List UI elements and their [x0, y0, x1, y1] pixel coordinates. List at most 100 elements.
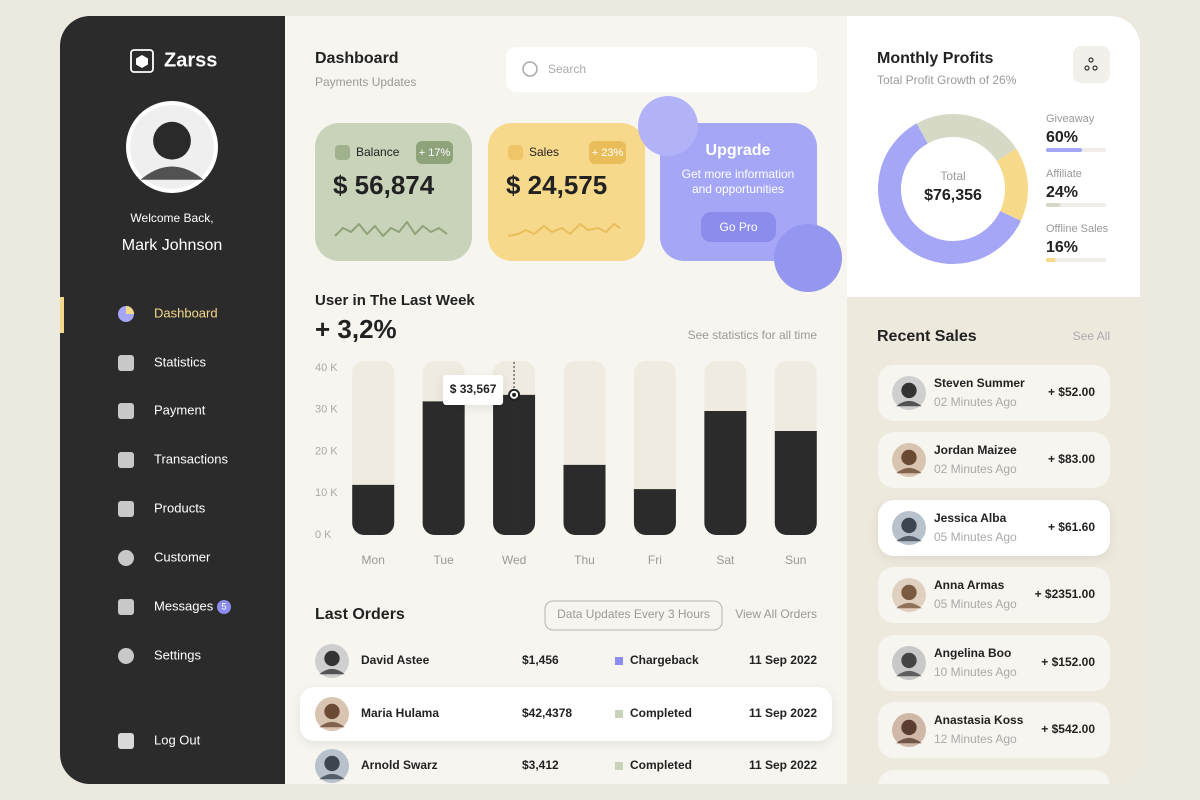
- page-title: Dashboard: [315, 50, 399, 67]
- y-tick-label: 0 K: [315, 529, 332, 541]
- legend-bar: [1046, 258, 1056, 262]
- search-box[interactable]: [506, 47, 817, 92]
- sale-card: [878, 635, 1110, 691]
- order-row-highlight: [300, 687, 832, 741]
- sale-name: Steven Summer: [934, 376, 1025, 390]
- legend-value: 16%: [1046, 239, 1078, 256]
- order-status: Chargeback: [630, 653, 699, 667]
- order-amount: $3,412: [522, 758, 559, 772]
- logo-icon: [130, 49, 154, 73]
- avatar-body: [896, 670, 922, 677]
- nav-item[interactable]: Customer: [154, 549, 211, 564]
- order-status: Completed: [630, 706, 692, 720]
- donut-segment: [878, 123, 1021, 264]
- sale-card: [878, 365, 1110, 421]
- bar: [704, 411, 747, 535]
- x-tick-label: Tue: [434, 553, 455, 567]
- chart-headline: + 3,2%: [315, 314, 397, 344]
- search-placeholder: Search: [548, 62, 586, 76]
- y-tick-label: 10 K: [315, 487, 338, 499]
- bar: [352, 484, 395, 535]
- update-note: Data Updates Every 3 Hours: [557, 607, 710, 621]
- order-name: David Astee: [361, 653, 430, 667]
- bar: [563, 464, 606, 535]
- x-tick-label: Mon: [362, 553, 385, 567]
- go-pro-button[interactable]: [701, 212, 776, 242]
- nav-item[interactable]: Transactions: [154, 451, 228, 466]
- x-tick-label: Thu: [574, 553, 595, 567]
- nav-item[interactable]: Products: [154, 500, 206, 515]
- avatar-head: [901, 652, 917, 669]
- upgrade-text: Get more information: [682, 167, 795, 181]
- sparkline: [334, 221, 448, 237]
- view-all-orders[interactable]: View All Orders: [735, 607, 817, 621]
- sale-amount: + $152.00: [1041, 655, 1095, 669]
- avatar-body: [896, 467, 922, 474]
- nav-icon-accent: [126, 306, 134, 314]
- nav-item[interactable]: Statistics: [154, 354, 207, 369]
- upgrade-text: and opportunities: [692, 182, 784, 196]
- sale-amount: + $2351.00: [1035, 587, 1096, 601]
- avatar-body: [896, 535, 922, 542]
- nav-icon: [118, 550, 134, 566]
- y-tick-label: 20 K: [315, 445, 338, 457]
- nav-item[interactable]: Messages: [154, 598, 214, 613]
- messages-badge-count: 5: [221, 601, 226, 611]
- options-icon-dot: [1088, 57, 1094, 63]
- order-name: Maria Hulama: [361, 706, 439, 720]
- section-title: Recent Sales: [877, 328, 977, 345]
- x-tick-label: Fri: [648, 553, 662, 567]
- avatar-head: [901, 449, 917, 466]
- upgrade-title: Upgrade: [706, 142, 771, 159]
- nav-item[interactable]: Settings: [154, 647, 201, 662]
- order-date: 11 Sep 2022: [749, 653, 817, 667]
- legend-label: Affiliate: [1046, 168, 1082, 180]
- update-note-box: [544, 600, 723, 631]
- avatar-head: [901, 719, 917, 736]
- welcome-text: Welcome Back,: [130, 211, 213, 225]
- legend-track: [1046, 258, 1106, 262]
- sale-amount: + $83.00: [1048, 452, 1095, 466]
- brand-name: Zarss: [164, 49, 217, 71]
- change-badge-text: + 17%: [419, 147, 451, 159]
- go-pro-label[interactable]: Go Pro: [719, 220, 757, 234]
- bar: [493, 394, 536, 535]
- nav-icon: [118, 501, 134, 517]
- nav-item[interactable]: Dashboard: [154, 305, 218, 320]
- sale-amount: + $542.00: [1041, 722, 1095, 736]
- y-tick-label: 40 K: [315, 362, 338, 374]
- sale-card: [878, 500, 1110, 556]
- user-name: Mark Johnson: [122, 237, 223, 254]
- legend-track: [1046, 203, 1106, 207]
- sale-time: 02 Minutes Ago: [934, 395, 1017, 409]
- tooltip-box: [443, 375, 504, 405]
- avatar-body: [319, 773, 345, 780]
- x-tick-label: Sat: [716, 553, 735, 567]
- upgrade-card: [660, 123, 817, 261]
- nav-icon: [118, 403, 134, 419]
- see-all-link[interactable]: See All: [1073, 329, 1110, 343]
- legend-label: Offline Sales: [1046, 223, 1109, 235]
- donut-center-label: Total: [940, 169, 965, 183]
- stat-card-amount: $ 56,874: [333, 170, 435, 200]
- legend-value: 24%: [1046, 184, 1078, 201]
- logout-icon: [118, 733, 134, 749]
- y-tick-label: 30 K: [315, 404, 338, 416]
- chart-link[interactable]: See statistics for all time: [688, 328, 818, 342]
- x-tick-label: Sun: [785, 553, 806, 567]
- sale-card: [878, 702, 1110, 758]
- sale-name: Anastasia Koss: [934, 713, 1024, 727]
- nav-icon: [118, 648, 134, 664]
- sale-card: [878, 432, 1110, 488]
- avatar-body: [896, 400, 922, 407]
- chart-title: User in The Last Week: [315, 292, 475, 309]
- nav-item[interactable]: Payment: [154, 402, 206, 417]
- bar: [633, 489, 676, 535]
- bar: [774, 431, 817, 535]
- donut-center-value: $76,356: [924, 187, 982, 204]
- avatar-body: [140, 166, 204, 180]
- options-button[interactable]: [1073, 46, 1110, 83]
- logout-link[interactable]: Log Out: [154, 732, 201, 747]
- sale-time: 02 Minutes Ago: [934, 462, 1017, 476]
